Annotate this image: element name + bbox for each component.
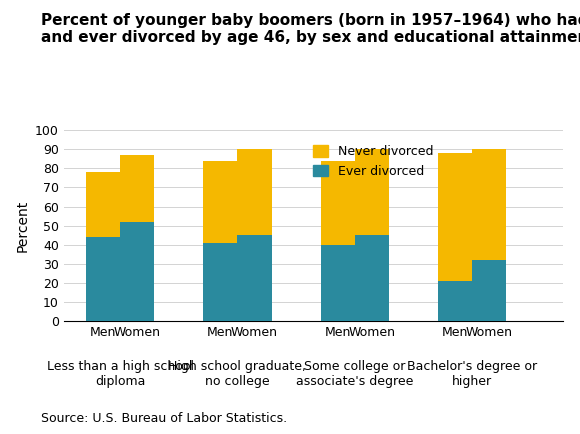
Bar xyxy=(120,222,154,321)
Bar xyxy=(321,161,355,245)
Text: Less than a high school
diploma: Less than a high school diploma xyxy=(46,360,194,388)
Bar xyxy=(203,243,237,321)
Bar xyxy=(237,149,271,235)
Bar xyxy=(86,237,120,321)
Bar xyxy=(203,161,237,243)
Legend: Never divorced, Ever divorced: Never divorced, Ever divorced xyxy=(308,140,438,183)
Bar xyxy=(438,281,472,321)
Text: Some college or
associate's degree: Some college or associate's degree xyxy=(296,360,414,388)
Bar xyxy=(120,155,154,222)
Bar xyxy=(321,245,355,321)
Bar xyxy=(86,172,120,237)
Bar xyxy=(237,235,271,321)
Text: Percent of younger baby boomers (born in 1957–1964) who had ever married
and eve: Percent of younger baby boomers (born in… xyxy=(41,13,580,46)
Y-axis label: Percent: Percent xyxy=(16,200,30,252)
Text: Source: U.S. Bureau of Labor Statistics.: Source: U.S. Bureau of Labor Statistics. xyxy=(41,412,287,425)
Text: High school graduate,
no college: High school graduate, no college xyxy=(168,360,306,388)
Bar xyxy=(472,260,506,321)
Bar xyxy=(472,149,506,260)
Bar xyxy=(355,149,389,235)
Text: Bachelor's degree or
higher: Bachelor's degree or higher xyxy=(407,360,537,388)
Bar xyxy=(355,235,389,321)
Bar xyxy=(438,153,472,281)
